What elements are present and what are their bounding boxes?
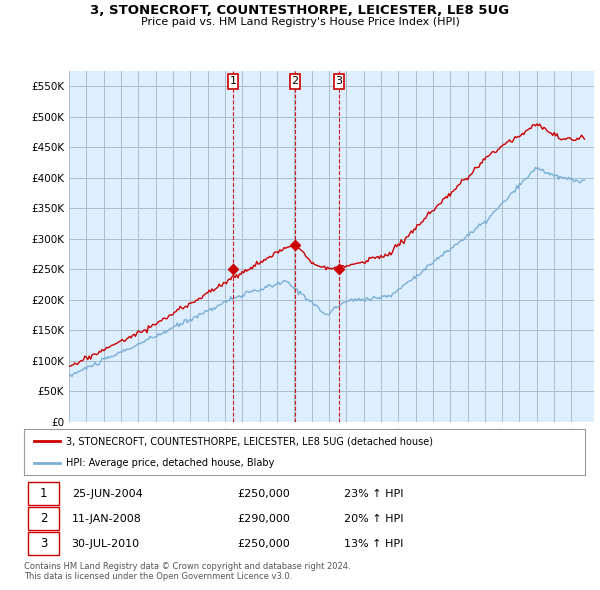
Text: 3, STONECROFT, COUNTESTHORPE, LEICESTER, LE8 5UG (detached house): 3, STONECROFT, COUNTESTHORPE, LEICESTER,…: [66, 437, 433, 447]
Text: £250,000: £250,000: [237, 539, 290, 549]
FancyBboxPatch shape: [334, 74, 344, 89]
Text: 20% ↑ HPI: 20% ↑ HPI: [344, 514, 403, 523]
Text: 2: 2: [291, 76, 298, 86]
Text: 23% ↑ HPI: 23% ↑ HPI: [344, 489, 403, 499]
FancyBboxPatch shape: [28, 482, 59, 506]
Text: Contains HM Land Registry data © Crown copyright and database right 2024.: Contains HM Land Registry data © Crown c…: [24, 562, 350, 571]
FancyBboxPatch shape: [28, 532, 59, 555]
Text: 1: 1: [40, 487, 47, 500]
Text: 3: 3: [40, 537, 47, 550]
Text: 25-JUN-2004: 25-JUN-2004: [71, 489, 142, 499]
Text: This data is licensed under the Open Government Licence v3.0.: This data is licensed under the Open Gov…: [24, 572, 292, 581]
Text: HPI: Average price, detached house, Blaby: HPI: Average price, detached house, Blab…: [66, 457, 274, 467]
FancyBboxPatch shape: [28, 507, 59, 530]
Text: 1: 1: [230, 76, 237, 86]
Text: 30-JUL-2010: 30-JUL-2010: [71, 539, 140, 549]
FancyBboxPatch shape: [290, 74, 299, 89]
Text: Price paid vs. HM Land Registry's House Price Index (HPI): Price paid vs. HM Land Registry's House …: [140, 17, 460, 27]
Text: 13% ↑ HPI: 13% ↑ HPI: [344, 539, 403, 549]
Text: 3: 3: [335, 76, 343, 86]
Text: 2: 2: [40, 512, 47, 525]
Text: 11-JAN-2008: 11-JAN-2008: [71, 514, 142, 523]
FancyBboxPatch shape: [229, 74, 238, 89]
Text: 3, STONECROFT, COUNTESTHORPE, LEICESTER, LE8 5UG: 3, STONECROFT, COUNTESTHORPE, LEICESTER,…: [91, 4, 509, 17]
Text: £290,000: £290,000: [237, 514, 290, 523]
Text: £250,000: £250,000: [237, 489, 290, 499]
